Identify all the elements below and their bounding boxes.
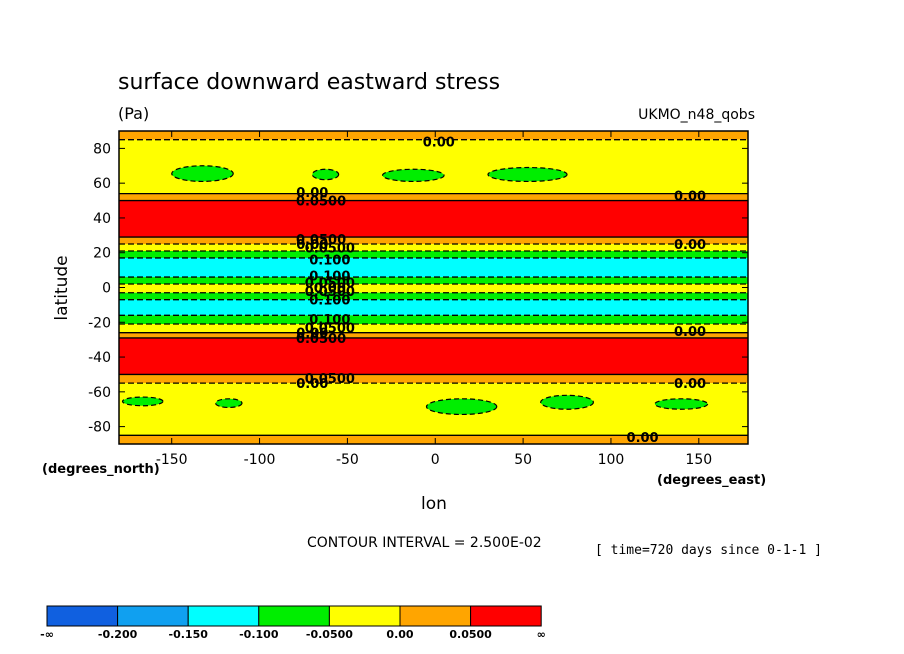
colorbar-label: -0.200 <box>98 628 138 641</box>
x-tick-label: 150 <box>685 452 712 468</box>
contour-label: 0.0500 <box>296 332 346 347</box>
filled-bands <box>119 131 748 444</box>
contour-label: 0.100 <box>309 294 350 309</box>
x-tick-label: 50 <box>514 452 532 468</box>
contour-label: 0.00 <box>314 282 346 297</box>
y-axis-title: latitude <box>52 255 72 320</box>
contour-label: 0.0500 <box>305 372 355 387</box>
colorbar-label: 0.00 <box>386 628 413 641</box>
band <box>119 299 748 316</box>
chart-title: surface downward eastward stress <box>118 70 500 95</box>
band <box>119 324 748 333</box>
colorbar-label: -∞ <box>40 628 54 641</box>
patch <box>311 168 340 181</box>
band <box>119 284 748 293</box>
contour-label: 0.100 <box>309 254 350 269</box>
band <box>119 139 748 194</box>
contour-label: 0.00 <box>296 238 328 253</box>
contour-label: 0.00 <box>674 377 706 392</box>
band <box>119 257 748 278</box>
contour-label: 0.00 <box>296 327 328 342</box>
band <box>119 244 748 251</box>
contour-lines <box>119 139 748 436</box>
contour-label: 0.00 <box>627 431 659 446</box>
band <box>119 200 748 238</box>
x-tick-label: 0 <box>431 452 440 468</box>
patch <box>215 398 243 409</box>
band <box>119 332 748 338</box>
y-tick-label: 0 <box>102 281 111 297</box>
contour-label: 0.00 <box>423 135 455 150</box>
band <box>119 292 748 300</box>
y-tick-label: -20 <box>88 315 111 331</box>
colorbar: -∞ -0.200 -0.150 -0.100 -0.0500 0.00 0.0500 ∞ <box>40 605 546 641</box>
x-tick-label: -50 <box>336 452 359 468</box>
contour-label: 0.00 <box>674 238 706 253</box>
colorbar-swatch <box>399 605 472 627</box>
band <box>119 193 748 201</box>
band <box>119 315 748 325</box>
y-tick-label: -60 <box>88 385 111 401</box>
colorbar-swatch <box>187 605 260 627</box>
patch <box>425 398 498 416</box>
colorbar-swatch <box>328 605 401 627</box>
band <box>119 131 748 140</box>
x-axis-title: lon <box>421 494 447 514</box>
colorbar-swatch <box>117 605 189 627</box>
band <box>119 337 748 375</box>
patch <box>654 398 709 410</box>
filled-patches <box>121 165 709 416</box>
y-tick-label: -40 <box>88 350 111 366</box>
contour-label: 0.0500 <box>296 233 346 248</box>
plot-area: 0.000.000.0500 0.000.05000.000.05000.1000… <box>118 130 749 446</box>
colorbar-label: -0.0500 <box>306 628 353 641</box>
contour-labels: 0.000.000.0500 0.000.05000.000.05000.1000… <box>296 135 706 446</box>
contour-label: 0.100 <box>309 269 350 284</box>
patch <box>381 168 445 183</box>
contour-label: 0.0500 <box>296 195 346 210</box>
y-units-label: (degrees_north) <box>42 462 160 477</box>
contour-label: 0.100 <box>309 313 350 328</box>
y-axis-ticks: -80 -60 -40 -20 0 20 40 60 80 <box>88 141 748 436</box>
colorbar-swatch <box>470 605 542 627</box>
y-tick-label: -80 <box>88 420 111 436</box>
dataset-label: UKMO_n48_qobs <box>638 107 755 123</box>
patch <box>121 396 164 407</box>
time-note: [ time=720 days since 0-1-1 ] <box>595 543 822 558</box>
contour-label: 0.00 <box>296 377 328 392</box>
contour-label: 0.0500 <box>305 242 355 257</box>
y-tick-label: 40 <box>93 211 111 227</box>
contour-label: 0.0500 <box>305 276 355 291</box>
contour-label: 0.00 <box>674 325 706 340</box>
band <box>119 374 748 384</box>
patch <box>171 165 234 183</box>
contour-interval-note: CONTOUR INTERVAL = 2.500E-02 <box>307 535 542 551</box>
colorbar-swatch <box>46 605 119 627</box>
patch <box>540 394 594 410</box>
y-tick-label: 20 <box>93 246 111 262</box>
y-tick-label: 80 <box>93 141 111 157</box>
colorbar-label: -0.100 <box>239 628 279 641</box>
x-units-label: (degrees_east) <box>657 473 766 488</box>
x-axis-ticks: -150 -100 -50 0 50 100 150 <box>156 131 712 468</box>
colorbar-label: -0.150 <box>169 628 209 641</box>
contour-label: 0.00 <box>296 186 328 201</box>
contour-label: 0.0500 <box>305 321 355 336</box>
band <box>119 250 748 258</box>
contour-label: 0.0500 <box>305 285 355 300</box>
band <box>119 435 748 444</box>
colorbar-label: ∞ <box>537 628 546 641</box>
x-tick-label: -150 <box>156 452 188 468</box>
x-tick-label: -100 <box>244 452 276 468</box>
contour-label: 0.00 <box>674 189 706 204</box>
units-label: (Pa) <box>118 104 149 123</box>
x-tick-label: 100 <box>598 452 625 468</box>
patch <box>487 166 568 183</box>
band <box>119 277 748 285</box>
y-tick-label: 60 <box>93 176 111 192</box>
colorbar-label: 0.0500 <box>449 628 492 641</box>
band <box>119 237 748 245</box>
colorbar-swatch <box>258 605 330 627</box>
